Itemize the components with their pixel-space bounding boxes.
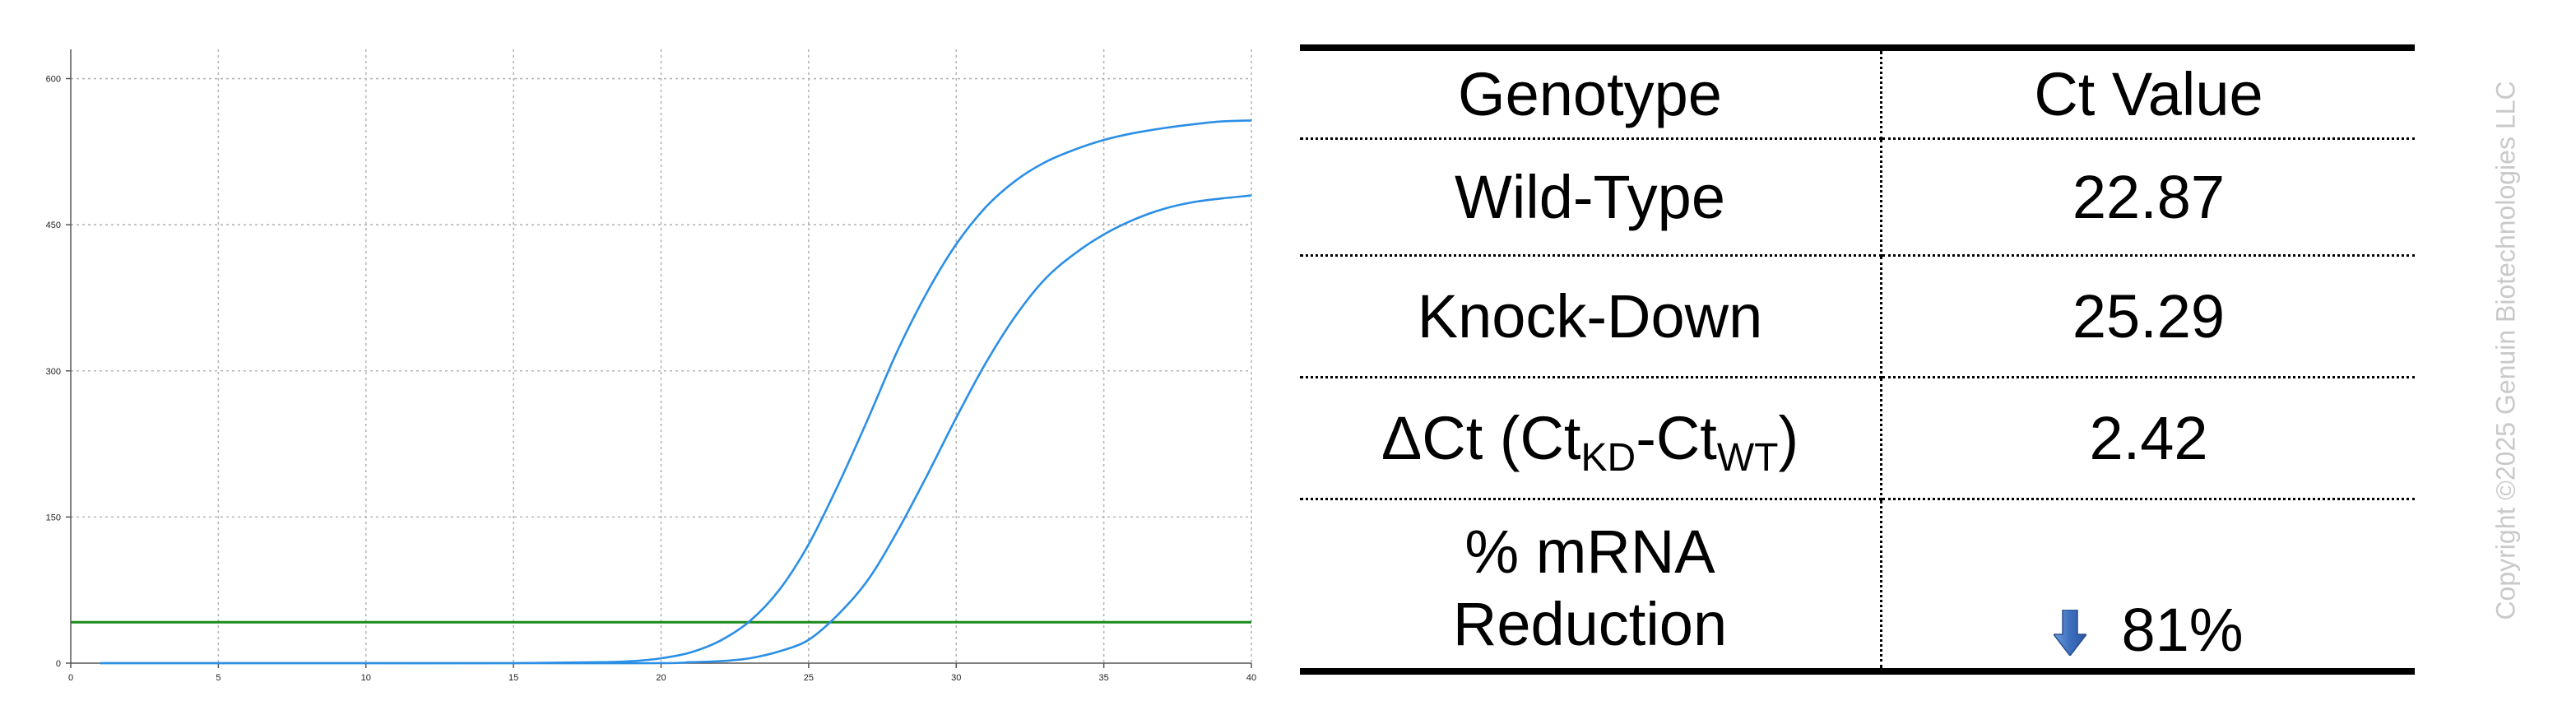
label-knock-down: Knock-Down	[1300, 255, 1882, 378]
value-mrna-reduction-cell: 81%	[1882, 499, 2416, 671]
value-delta-ct: 2.42	[1881, 377, 2415, 500]
y-tick-label: 450	[46, 221, 61, 230]
x-tick-label: 0	[68, 673, 73, 683]
y-tick-label: 600	[46, 75, 61, 85]
value-wild-type: 22.87	[1881, 138, 2415, 257]
results-table: Genotype Ct Value Wild-Type 22.87 Knock-…	[1300, 44, 2415, 675]
mrna-label-line1: % mRNA	[1464, 517, 1715, 586]
label-mrna-reduction: % mRNA Reduction	[1300, 499, 1882, 671]
results-table-container: Genotype Ct Value Wild-Type 22.87 Knock-…	[1300, 44, 2415, 675]
table-row-wild-type: Wild-Type 22.87	[1300, 138, 2415, 257]
table-row-mrna-reduction: % mRNA Reduction 81%	[1300, 499, 2415, 671]
header-genotype: Genotype	[1300, 48, 1882, 140]
label-delta-ct: ΔCt (CtKD-CtWT)	[1300, 377, 1882, 500]
delta-ct-sub-wt: WT	[1716, 435, 1779, 480]
y-tick-label: 150	[46, 513, 61, 522]
y-tick-label: 0	[56, 659, 61, 669]
amplification-curve-2	[100, 194, 1252, 665]
x-tick-label: 10	[361, 673, 371, 683]
table-header-row: Genotype Ct Value	[1300, 48, 2415, 140]
x-tick-label: 30	[951, 673, 961, 683]
amplification-chart: 0 5 10 15 20 25 30 35 40 0 150 300 450 600	[46, 49, 1256, 683]
copyright-watermark: Copyright ©2025 Genuin Biotechnologies L…	[2490, 81, 2521, 620]
value-mrna-reduction: 81%	[2121, 596, 2244, 664]
header-ct-value: Ct Value	[1881, 48, 2415, 140]
amplification-curve-1	[100, 119, 1252, 665]
x-tick-label: 15	[508, 673, 518, 683]
delta-ct-suffix: )	[1778, 403, 1799, 472]
delta-ct-mid: -Ct	[1636, 403, 1717, 472]
mrna-reduction-label-block: % mRNA Reduction	[1453, 508, 1727, 661]
delta-ct-sub-kd: KD	[1580, 435, 1636, 480]
x-tick-label: 25	[804, 673, 814, 683]
x-tick-label: 35	[1099, 673, 1109, 683]
table-row-knock-down: Knock-Down 25.29	[1300, 255, 2415, 378]
chart-ticks: 0 5 10 15 20 25 30 35 40 0 150 300 450 600	[46, 75, 1256, 683]
chart-grid	[71, 49, 1252, 663]
x-tick-label: 5	[216, 673, 220, 683]
x-tick-label: 20	[656, 673, 666, 683]
mrna-label-line2: Reduction	[1452, 589, 1728, 658]
x-tick-label: 40	[1246, 673, 1256, 683]
label-wild-type: Wild-Type	[1300, 138, 1882, 257]
down-arrow-icon	[2054, 610, 2087, 656]
delta-ct-prefix: ΔCt (Ct	[1381, 403, 1581, 472]
y-tick-label: 300	[46, 367, 61, 377]
value-knock-down: 25.29	[1881, 255, 2415, 378]
table-row-delta-ct: ΔCt (CtKD-CtWT) 2.42	[1300, 377, 2415, 500]
chart-series	[100, 119, 1252, 665]
